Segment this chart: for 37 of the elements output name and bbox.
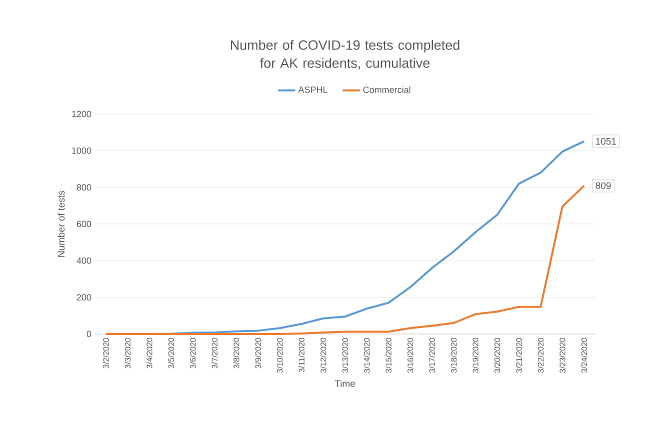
x-tick-label: 3/9/2020	[255, 338, 261, 368]
x-tick-label: 3/16/2020	[407, 338, 414, 373]
x-tick-label: 3/7/2020	[212, 338, 218, 368]
x-tick-label: 3/3/2020	[124, 338, 131, 368]
legend-label: ASPHL	[298, 86, 328, 93]
x-tick-label: 3/23/2020	[559, 338, 566, 373]
legend-label: Commercial	[363, 86, 410, 93]
x-tick-label: 3/8/2020	[233, 338, 240, 368]
x-tick-label: 3/21/2020	[516, 338, 522, 373]
y-tick-label: 400	[76, 257, 92, 264]
x-tick-label: 3/5/2020	[168, 338, 174, 368]
y-tick-label: 0	[86, 330, 92, 338]
x-tick-label: 3/4/2020	[146, 338, 152, 368]
x-tick-label: 3/24/2020	[581, 338, 588, 373]
y-tick-label: 1200	[72, 110, 92, 118]
x-tick-label: 3/18/2020	[450, 338, 457, 373]
x-tick-label: 3/10/2020	[276, 338, 283, 373]
x-tick-label: 3/12/2020	[320, 338, 326, 373]
y-tick-label: 600	[76, 220, 92, 228]
y-axis-title: Number of tests	[58, 190, 65, 257]
y-tick-label: 1000	[72, 147, 92, 154]
x-tick-label: 3/13/2020	[342, 338, 348, 373]
x-tick-label: 3/11/2020	[298, 338, 304, 372]
x-tick-label: 3/20/2020	[494, 338, 500, 373]
x-tick-label: 3/6/2020	[190, 338, 196, 368]
y-tick-label: 200	[76, 294, 92, 301]
x-tick-label: 3/2/2020	[102, 338, 109, 368]
x-axis-title: Time	[334, 380, 355, 387]
x-tick-label: 3/22/2020	[538, 338, 544, 373]
x-tick-label: 3/19/2020	[472, 338, 478, 373]
x-tick-label: 3/17/2020	[429, 338, 435, 373]
y-tick-label: 800	[76, 184, 92, 191]
data-label: 1051	[596, 138, 616, 145]
x-tick-label: 3/15/2020	[386, 338, 392, 373]
chart-title: Number of COVID-19 tests completed for AK residents, cumulative	[230, 40, 460, 70]
data-label: 809	[596, 182, 611, 190]
x-tick-label: 3/14/2020	[364, 338, 370, 373]
